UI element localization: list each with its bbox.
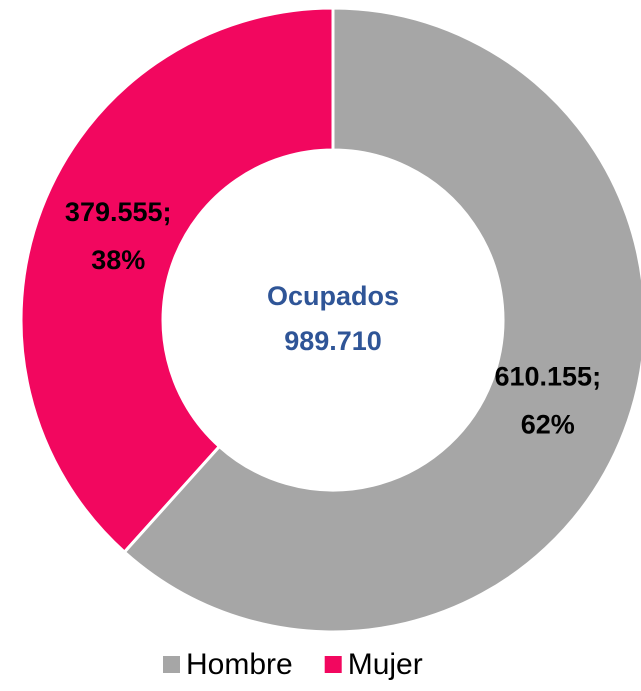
data-label: 610.155;	[494, 361, 601, 391]
legend-label: Mujer	[348, 648, 423, 681]
center-title: Ocupados	[267, 281, 399, 311]
center-value: 989.710	[284, 326, 382, 356]
data-label: 379.555;	[65, 197, 172, 227]
data-label: 38%	[91, 245, 145, 275]
donut-slice	[122, 6, 641, 634]
donut-slice	[19, 6, 335, 555]
data-label: 62%	[521, 409, 575, 439]
legend-swatch	[163, 656, 180, 673]
legend-swatch	[324, 656, 342, 673]
legend-label: Hombre	[186, 648, 293, 681]
